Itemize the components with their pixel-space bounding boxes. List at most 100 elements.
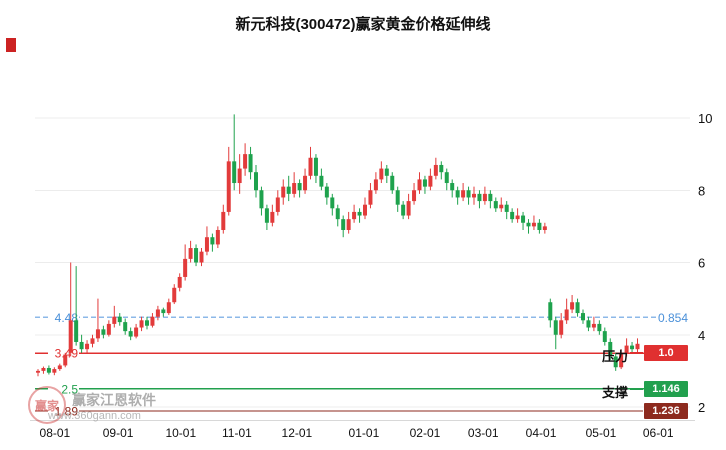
support-value-box[interactable]: 1.146 xyxy=(644,381,688,397)
x-axis-label: 11-01 xyxy=(222,426,252,440)
candle-body xyxy=(95,329,100,339)
candle-body xyxy=(63,354,68,366)
candle-body xyxy=(264,208,269,223)
y-axis-label: 6 xyxy=(698,256,705,271)
candle-body xyxy=(204,237,209,252)
candle-body xyxy=(215,229,220,245)
x-axis-label: 02-01 xyxy=(410,426,441,440)
candle-body xyxy=(101,329,106,335)
candle-body xyxy=(85,343,90,350)
candle-body xyxy=(177,276,182,288)
candle-body xyxy=(232,161,237,184)
candle-body xyxy=(444,172,449,184)
candle-body xyxy=(128,331,133,337)
candle-body xyxy=(341,219,346,230)
candle-body xyxy=(521,215,526,223)
candle-body xyxy=(624,345,629,353)
resistance-value-box[interactable]: 1.0 xyxy=(644,345,688,361)
candle-body xyxy=(286,186,291,194)
candle-body xyxy=(123,322,128,332)
candle-body xyxy=(41,367,46,371)
candle-body xyxy=(79,341,84,350)
candle-body xyxy=(74,320,79,342)
reference-line-label-bg xyxy=(48,310,79,324)
candle-body xyxy=(602,331,607,342)
candle-body xyxy=(335,208,340,220)
candle-body xyxy=(510,211,515,220)
candle-body xyxy=(254,172,258,191)
candle-body xyxy=(542,226,547,230)
candle-body xyxy=(428,175,433,187)
watermark-url: www.360gann.com xyxy=(48,410,141,422)
candle-body xyxy=(504,204,509,212)
candle-body xyxy=(68,320,73,353)
candle-body xyxy=(422,179,427,187)
x-axis-label: 08-01 xyxy=(40,426,71,440)
watermark-brand: 赢家江恩软件 xyxy=(72,392,156,408)
candle-body xyxy=(613,356,618,368)
candle-body xyxy=(308,157,313,176)
candle-body xyxy=(461,190,466,198)
candle-body xyxy=(155,309,160,317)
candle-body xyxy=(352,211,357,220)
candle-body xyxy=(303,175,308,191)
reference-line-left-label: 2.5 xyxy=(61,382,78,396)
y-axis-label: 4 xyxy=(698,328,705,343)
candle-body xyxy=(112,316,117,324)
candle-body xyxy=(559,320,564,335)
candle-body xyxy=(417,179,422,191)
candle-body xyxy=(379,168,384,180)
candle-body xyxy=(226,161,231,212)
candle-body xyxy=(248,154,253,173)
candle-body xyxy=(537,222,542,230)
candle-body xyxy=(57,365,62,370)
candle-body xyxy=(373,179,378,191)
candle-body xyxy=(564,309,569,321)
corner-seal-icon xyxy=(6,38,16,52)
candle-body xyxy=(472,193,476,198)
candle-body xyxy=(292,183,297,194)
candle-body xyxy=(297,183,302,191)
candle-body xyxy=(526,222,531,227)
candle-body xyxy=(466,190,471,198)
candle-body xyxy=(384,168,389,176)
candle-body xyxy=(586,320,591,328)
candle-body xyxy=(139,320,144,328)
support-connector-line xyxy=(630,388,643,390)
candle-body xyxy=(368,190,373,205)
candle-body xyxy=(117,316,122,323)
resistance-label: 压力 xyxy=(601,349,628,364)
y-axis-label: 8 xyxy=(698,183,705,198)
resistance-connector-line xyxy=(630,352,643,354)
candle-body xyxy=(275,197,280,212)
lower-extension-value-box[interactable]: 1.236 xyxy=(644,403,688,419)
candle-body xyxy=(390,175,395,191)
candle-body xyxy=(324,186,329,198)
candle-body xyxy=(330,197,335,209)
candle-body xyxy=(515,215,520,220)
x-axis-label: 06-01 xyxy=(643,426,674,440)
candle-body xyxy=(52,369,57,373)
support-label: 支撑 xyxy=(601,385,628,400)
candle-body xyxy=(357,211,362,216)
candle-body xyxy=(346,219,351,230)
candle-body xyxy=(531,222,536,227)
candle-body xyxy=(150,316,155,326)
candle-body xyxy=(106,323,111,335)
candle-body xyxy=(591,323,596,328)
candle-body xyxy=(477,193,482,202)
candle-body xyxy=(210,237,215,245)
x-axis-label: 05-01 xyxy=(586,426,617,440)
x-axis-label: 12-01 xyxy=(282,426,313,440)
candle-body xyxy=(221,211,226,230)
candle-body xyxy=(134,327,139,337)
candle-body xyxy=(237,168,242,184)
watermark-logo: 赢家 xyxy=(28,386,66,424)
candle-body xyxy=(488,193,493,202)
candle-body xyxy=(482,193,487,202)
watermark-logo-text: 赢家 xyxy=(34,398,59,413)
candle-body xyxy=(363,204,367,216)
candle-body xyxy=(433,164,438,176)
candle-body xyxy=(188,248,193,259)
